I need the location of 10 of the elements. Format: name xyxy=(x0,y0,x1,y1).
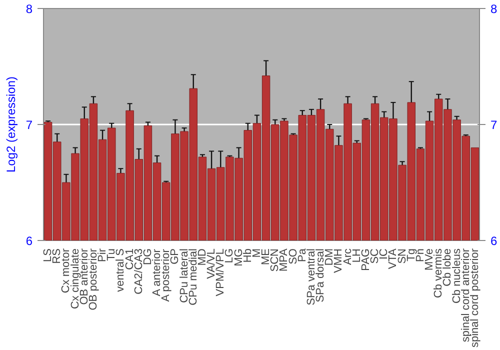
y-tick-label: 7 xyxy=(26,118,33,132)
y2-tick-label: 8 xyxy=(490,2,498,16)
y-axis-title: Log2 (expression) xyxy=(4,76,18,173)
x-tick-label: DG xyxy=(142,248,154,265)
x-tick-label: CPu medial xyxy=(187,248,200,306)
y2-tick-label: 6 xyxy=(490,234,498,248)
y-tick-label: 6 xyxy=(26,234,33,248)
y2-tick-label: 7 xyxy=(490,118,498,132)
y-tick-label: 8 xyxy=(26,2,33,16)
x-tick-label: RS xyxy=(51,248,64,264)
